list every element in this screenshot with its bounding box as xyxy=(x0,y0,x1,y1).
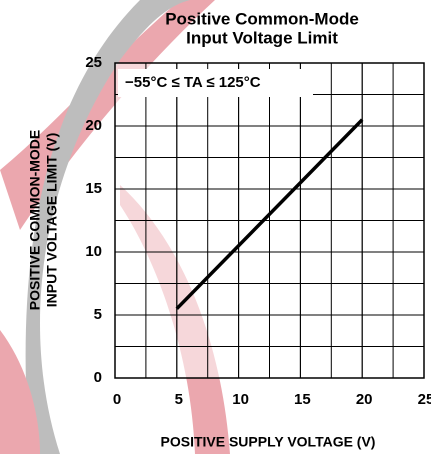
x-tick-label: 25 xyxy=(418,391,431,408)
chart-title: Input Voltage Limit xyxy=(186,28,338,47)
x-tick-label: 0 xyxy=(113,391,121,408)
y-tick-label: 25 xyxy=(85,54,102,71)
x-tick-label: 5 xyxy=(175,391,183,408)
y-tick-label: 5 xyxy=(94,306,102,323)
y-tick-label: 0 xyxy=(94,369,102,386)
y-tick-label: 10 xyxy=(85,243,102,260)
data-line xyxy=(175,118,364,310)
x-tick-label: 20 xyxy=(356,391,373,408)
y-axis-label: POSITIVE COMMON-MODE xyxy=(27,130,43,310)
x-tick-label: 10 xyxy=(232,391,249,408)
y-axis-label: INPUT VOLTAGE LIMIT (V) xyxy=(44,133,60,307)
annotation: −55°C ≤ TA ≤ 125°C xyxy=(125,74,261,91)
y-tick-label: 15 xyxy=(85,180,102,197)
y-tick-label: 20 xyxy=(85,117,102,134)
chart-title: Positive Common-Mode xyxy=(165,9,359,28)
x-axis-label: POSITIVE SUPPLY VOLTAGE (V) xyxy=(161,434,376,450)
annotation-box xyxy=(118,69,313,97)
x-tick-label: 15 xyxy=(294,391,311,408)
